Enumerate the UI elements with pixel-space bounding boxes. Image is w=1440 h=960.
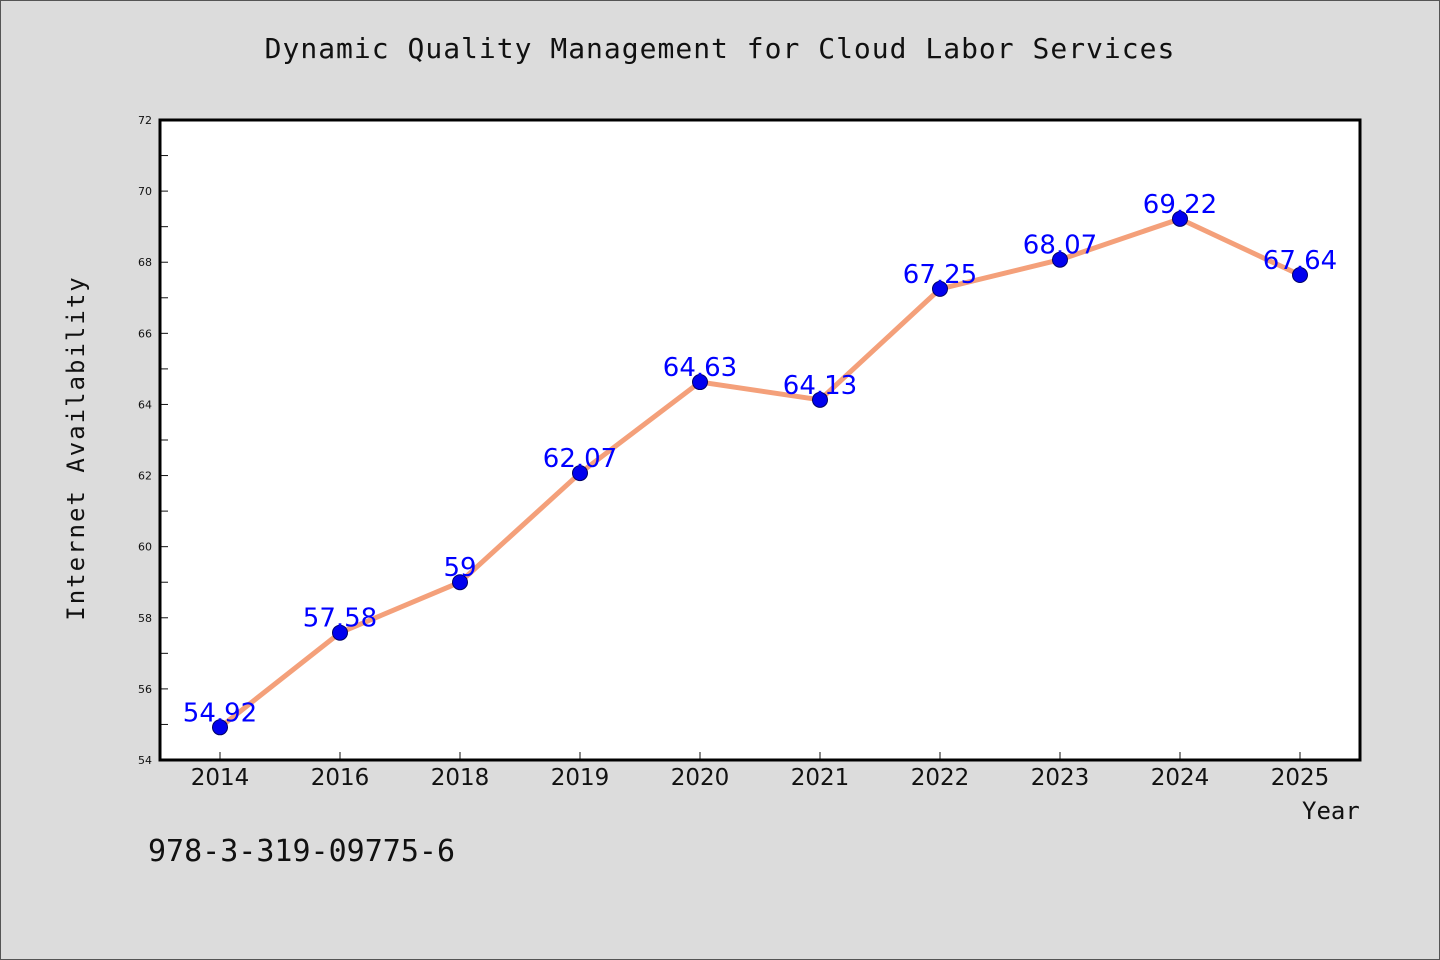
x-tick-label: 2019 — [551, 765, 610, 791]
x-tick-label: 2023 — [1031, 765, 1090, 791]
data-point — [452, 574, 468, 591]
series-line — [217, 216, 1303, 730]
data-point — [812, 391, 828, 408]
data-label: 59 — [443, 553, 476, 583]
data-label: 64.13 — [783, 371, 857, 401]
x-tick-label: 2014 — [191, 765, 250, 791]
x-tick-label: 2024 — [1151, 765, 1210, 791]
data-point — [332, 624, 348, 641]
y-tick-label: 60 — [138, 541, 152, 554]
data-label: 67.25 — [903, 260, 977, 290]
data-label: 69.22 — [1143, 190, 1217, 220]
y-tick-label: 72 — [138, 114, 152, 127]
data-label: 67.64 — [1263, 246, 1337, 276]
chart-title: Dynamic Quality Management for Cloud Lab… — [264, 32, 1176, 65]
data-point — [1172, 210, 1188, 227]
x-axis-label: Year — [1302, 797, 1360, 825]
data-label: 57.58 — [303, 604, 377, 634]
x-tick-label: 2021 — [791, 765, 850, 791]
data-point — [572, 465, 588, 482]
x-tick-label: 2020 — [671, 765, 730, 791]
y-tick-label: 58 — [138, 612, 152, 625]
data-point — [212, 719, 228, 736]
y-tick-label: 54 — [138, 754, 152, 767]
x-tick-label: 2025 — [1271, 765, 1330, 791]
data-label: 68.07 — [1023, 231, 1097, 261]
x-tick-label: 2022 — [911, 765, 970, 791]
plot-border — [158, 118, 1362, 762]
data-point — [1052, 251, 1068, 268]
y-tick-label: 68 — [138, 256, 152, 269]
y-tick-label: 62 — [138, 470, 152, 483]
y-tick-label: 56 — [138, 683, 152, 696]
data-label: 54.92 — [183, 698, 257, 728]
data-point — [1292, 267, 1308, 284]
x-tick-label: 2016 — [311, 765, 370, 791]
y-tick-label: 64 — [138, 398, 152, 411]
data-point — [692, 374, 708, 391]
data-label: 62.07 — [543, 444, 617, 474]
y-tick-label: 70 — [138, 185, 152, 198]
y-tick-label: 66 — [138, 327, 152, 340]
isbn-annotation: 978-3-319-09775-6 — [148, 834, 456, 869]
data-point — [932, 280, 948, 297]
x-tick-label: 2018 — [431, 765, 490, 791]
data-label: 64.63 — [663, 353, 737, 383]
